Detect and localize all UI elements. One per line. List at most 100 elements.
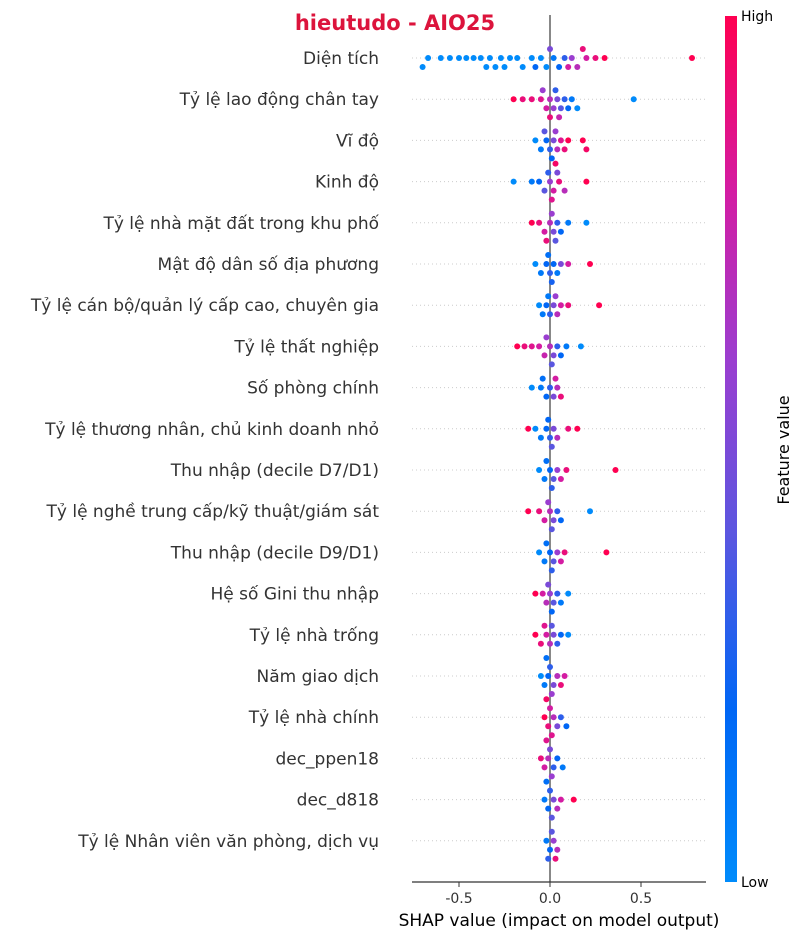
feature-label: Mật độ dân số địa phương [158, 254, 379, 275]
shap-point [603, 549, 610, 556]
shap-point [543, 261, 550, 267]
shap-point [592, 55, 599, 61]
shap-point [563, 723, 570, 730]
shap-point [536, 343, 543, 350]
shap-point [547, 640, 553, 647]
shap-point [543, 237, 550, 244]
shap-point [536, 178, 543, 185]
shap-point [554, 549, 561, 556]
shap-point [543, 458, 550, 464]
shap-point [536, 549, 543, 556]
shap-point [550, 261, 557, 267]
feature-label: Thu nhập (decile D7/D1) [170, 461, 379, 481]
shap-point [463, 55, 470, 61]
shap-point [561, 549, 568, 556]
feature-label: Thu nhập (decile D9/D1) [170, 543, 379, 563]
shap-point [547, 178, 553, 185]
shap-point [596, 302, 603, 309]
shap-point [557, 137, 564, 144]
shap-point [537, 434, 544, 441]
shap-point [552, 293, 559, 300]
shap-point [550, 476, 557, 482]
shap-point [554, 169, 561, 176]
shap-point [561, 187, 568, 194]
shap-point [587, 261, 593, 267]
shap-point [547, 114, 553, 121]
shap-point [587, 508, 593, 515]
shap-point [519, 96, 526, 103]
shap-point [532, 64, 539, 70]
shap-point [545, 416, 552, 423]
shap-point [552, 87, 559, 94]
shap-point [547, 746, 553, 753]
shap-point [541, 558, 548, 565]
shap-point [554, 755, 561, 762]
shap-point [563, 343, 570, 350]
shap-point [550, 302, 557, 309]
shap-point [541, 622, 548, 629]
x-tick-label: 0.5 [630, 891, 652, 907]
shap-point [557, 352, 564, 359]
shap-point [543, 302, 550, 309]
shap-point [543, 425, 550, 432]
shap-point [554, 384, 561, 391]
shap-point [548, 608, 555, 615]
shap-point [545, 805, 552, 812]
shap-point [559, 764, 566, 771]
shap-point [470, 55, 477, 61]
shap-point [514, 55, 521, 61]
shap-point [565, 425, 572, 432]
shap-point [548, 828, 555, 835]
shap-point [550, 682, 557, 688]
shap-point [537, 640, 544, 647]
shap-point [528, 96, 535, 103]
shap-point [548, 773, 555, 780]
shap-point [557, 599, 564, 606]
x-tick-label: -0.5 [445, 891, 472, 907]
shap-point [554, 673, 561, 679]
shap-point [565, 590, 572, 597]
shap-point [547, 146, 553, 153]
shap-point [557, 476, 564, 482]
shap-point [550, 558, 557, 565]
shap-point [579, 137, 586, 144]
shap-point [539, 375, 546, 382]
shap-point [561, 673, 568, 679]
feature-label: Tỷ lệ nghề trung cấp/kỹ thuật/giám sát [46, 501, 380, 522]
shap-point [547, 96, 553, 103]
shap-point [550, 105, 557, 112]
feature-label: Diện tích [303, 49, 379, 69]
feature-gridlines [412, 57, 706, 842]
shap-point [550, 187, 557, 194]
shap-point [545, 293, 552, 300]
shap-point [547, 590, 553, 597]
shap-point [532, 631, 539, 638]
shap-point [548, 567, 555, 574]
shap-point [689, 55, 695, 61]
shap-point [563, 467, 570, 473]
shap-point [557, 714, 564, 721]
feature-labels: Diện tích Tỷ lệ lao động chân tay Vĩ độ Kin… [30, 49, 380, 852]
shap-point [547, 270, 553, 276]
shap-point [557, 261, 564, 267]
shap-point [577, 343, 584, 350]
shap-point [554, 508, 561, 515]
shap-point [556, 114, 563, 121]
shap-point [568, 55, 575, 61]
shap-point [543, 393, 550, 400]
shap-point [545, 499, 552, 506]
shap-point [548, 210, 555, 217]
shap-point [543, 64, 550, 70]
shap-point [528, 384, 535, 391]
shap-point [550, 393, 557, 400]
shap-point [550, 352, 557, 359]
shap-point [510, 96, 517, 103]
shap-point [557, 302, 564, 309]
shap-point [548, 279, 555, 285]
shap-point [554, 467, 561, 473]
shap-point [554, 434, 561, 441]
shap-point [456, 55, 462, 61]
shap-point [557, 517, 564, 524]
shap-point [537, 384, 544, 391]
shap-point [501, 64, 508, 70]
